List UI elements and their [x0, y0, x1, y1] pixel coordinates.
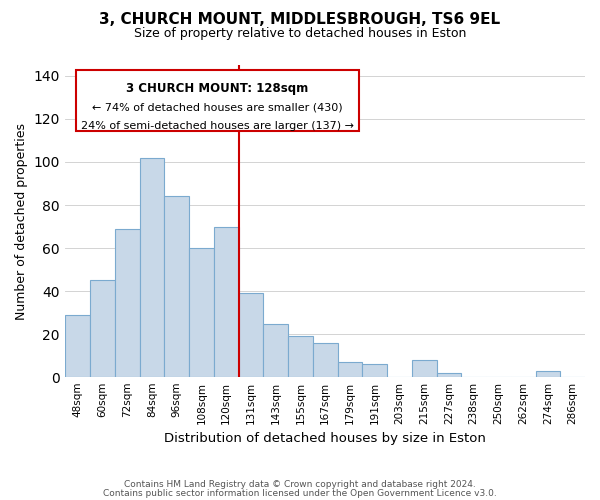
Bar	[164, 196, 189, 378]
Bar	[362, 364, 387, 378]
Bar	[536, 371, 560, 378]
FancyBboxPatch shape	[76, 70, 359, 130]
Text: 3, CHURCH MOUNT, MIDDLESBROUGH, TS6 9EL: 3, CHURCH MOUNT, MIDDLESBROUGH, TS6 9EL	[100, 12, 500, 28]
Bar	[338, 362, 362, 378]
Text: 24% of semi-detached houses are larger (137) →: 24% of semi-detached houses are larger (…	[81, 121, 354, 131]
Bar	[313, 343, 338, 378]
X-axis label: Distribution of detached houses by size in Eston: Distribution of detached houses by size …	[164, 432, 486, 445]
Bar	[239, 294, 263, 378]
Bar	[115, 228, 140, 378]
Y-axis label: Number of detached properties: Number of detached properties	[15, 122, 28, 320]
Bar	[214, 226, 239, 378]
Bar	[288, 336, 313, 378]
Bar	[437, 373, 461, 378]
Bar	[263, 324, 288, 378]
Bar	[140, 158, 164, 378]
Text: Size of property relative to detached houses in Eston: Size of property relative to detached ho…	[134, 26, 466, 40]
Text: ← 74% of detached houses are smaller (430): ← 74% of detached houses are smaller (43…	[92, 102, 343, 113]
Bar	[189, 248, 214, 378]
Text: Contains HM Land Registry data © Crown copyright and database right 2024.: Contains HM Land Registry data © Crown c…	[124, 480, 476, 489]
Bar	[65, 315, 90, 378]
Text: 3 CHURCH MOUNT: 128sqm: 3 CHURCH MOUNT: 128sqm	[127, 82, 308, 95]
Text: Contains public sector information licensed under the Open Government Licence v3: Contains public sector information licen…	[103, 488, 497, 498]
Bar	[412, 360, 437, 378]
Bar	[90, 280, 115, 378]
